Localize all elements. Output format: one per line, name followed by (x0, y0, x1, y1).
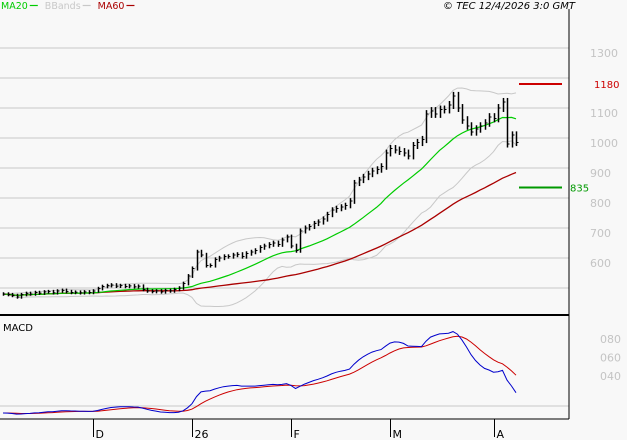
level-label: 835 (570, 184, 589, 195)
macd-tick-label: 040 (600, 370, 621, 383)
macd-label: MACD (3, 323, 33, 334)
price-tick-label: 700 (590, 227, 611, 240)
x-tick-label: 26 (195, 428, 209, 440)
ma20-line (2, 116, 517, 296)
legend-label: BBands (45, 1, 81, 12)
ma60-line (2, 171, 517, 296)
macd-signal-line (3, 335, 517, 414)
legend-label: MA60 (98, 1, 125, 12)
level-label: 1180 (594, 80, 619, 91)
bband-lower-line (2, 140, 517, 307)
bband-upper-line (2, 87, 517, 295)
x-tick-label: F (294, 428, 300, 440)
price-tick-label: 1000 (590, 137, 618, 150)
price-tick-label: 600 (590, 257, 611, 270)
price-tick-label: 1300 (590, 47, 618, 60)
legend-label: MA20 (1, 1, 28, 12)
price-tick-label: 1100 (590, 107, 618, 120)
macd-tick-label: 080 (600, 333, 621, 346)
x-tick-label: D (96, 428, 104, 440)
macd-tick-label: 060 (600, 352, 621, 365)
price-tick-label: 800 (590, 197, 611, 210)
price-tick-label: 900 (590, 167, 611, 180)
x-tick-label: M (393, 428, 403, 440)
copyright-label: © TEC 12/4/2026 3:0 GMT (443, 1, 576, 12)
x-tick-label: A (497, 428, 505, 440)
macd-line (2, 331, 517, 415)
